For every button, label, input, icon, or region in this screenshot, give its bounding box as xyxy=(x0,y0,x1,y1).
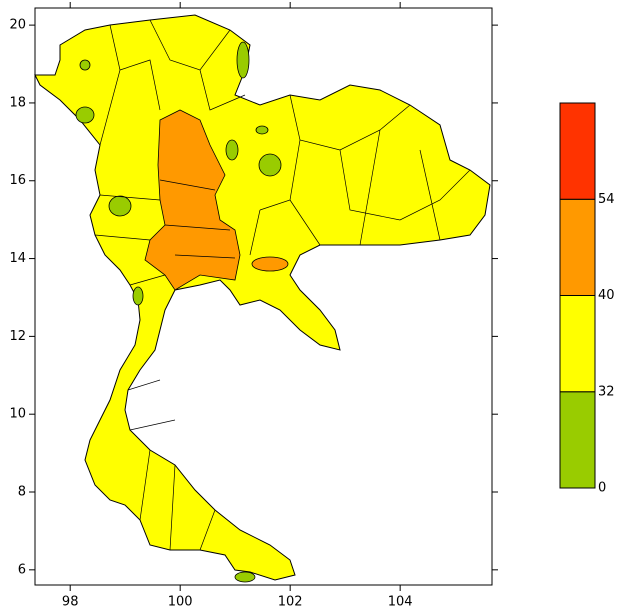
green-zone xyxy=(75,106,95,124)
green-zone xyxy=(79,59,91,71)
x-tick-label: 102 xyxy=(278,595,303,610)
green-zone xyxy=(236,41,250,79)
y-tick-label: 20 xyxy=(9,18,26,33)
colorbar-segment xyxy=(559,102,596,200)
y-tick-label: 8 xyxy=(18,485,26,500)
green-zone xyxy=(258,153,282,177)
green-zone xyxy=(255,125,269,135)
province-borders xyxy=(94,19,471,551)
colorbar: 0 32 40 54 xyxy=(559,102,615,496)
plot-frame xyxy=(34,7,493,586)
colorbar-label: 0 xyxy=(598,481,606,496)
colorbar-label: 32 xyxy=(598,384,615,399)
colorbar-segment xyxy=(559,295,596,393)
y-tick-label: 12 xyxy=(9,329,26,344)
y-tick-label: 14 xyxy=(9,251,26,266)
y-tick-label: 6 xyxy=(18,562,26,577)
orange-zone xyxy=(251,256,289,272)
green-zone xyxy=(132,286,144,306)
y-tick-label: 16 xyxy=(9,173,26,188)
green-zone xyxy=(225,139,239,161)
x-tick-label: 104 xyxy=(388,595,413,610)
map xyxy=(34,14,491,583)
y-tick-label: 10 xyxy=(9,407,26,422)
colorbar-label: 40 xyxy=(598,288,615,303)
axes: 98 100 102 104 6 8 10 12 14 16 18 20 xyxy=(9,2,498,610)
colorbar-label: 54 xyxy=(598,192,615,207)
land xyxy=(34,14,491,581)
x-tick-label: 98 xyxy=(62,595,79,610)
green-zones xyxy=(75,41,282,583)
x-tick-label: 100 xyxy=(168,595,193,610)
colorbar-segment xyxy=(559,391,596,489)
green-zone xyxy=(108,195,132,217)
colorbar-segment xyxy=(559,198,596,296)
green-zone xyxy=(234,571,256,583)
y-tick-label: 18 xyxy=(9,95,26,110)
